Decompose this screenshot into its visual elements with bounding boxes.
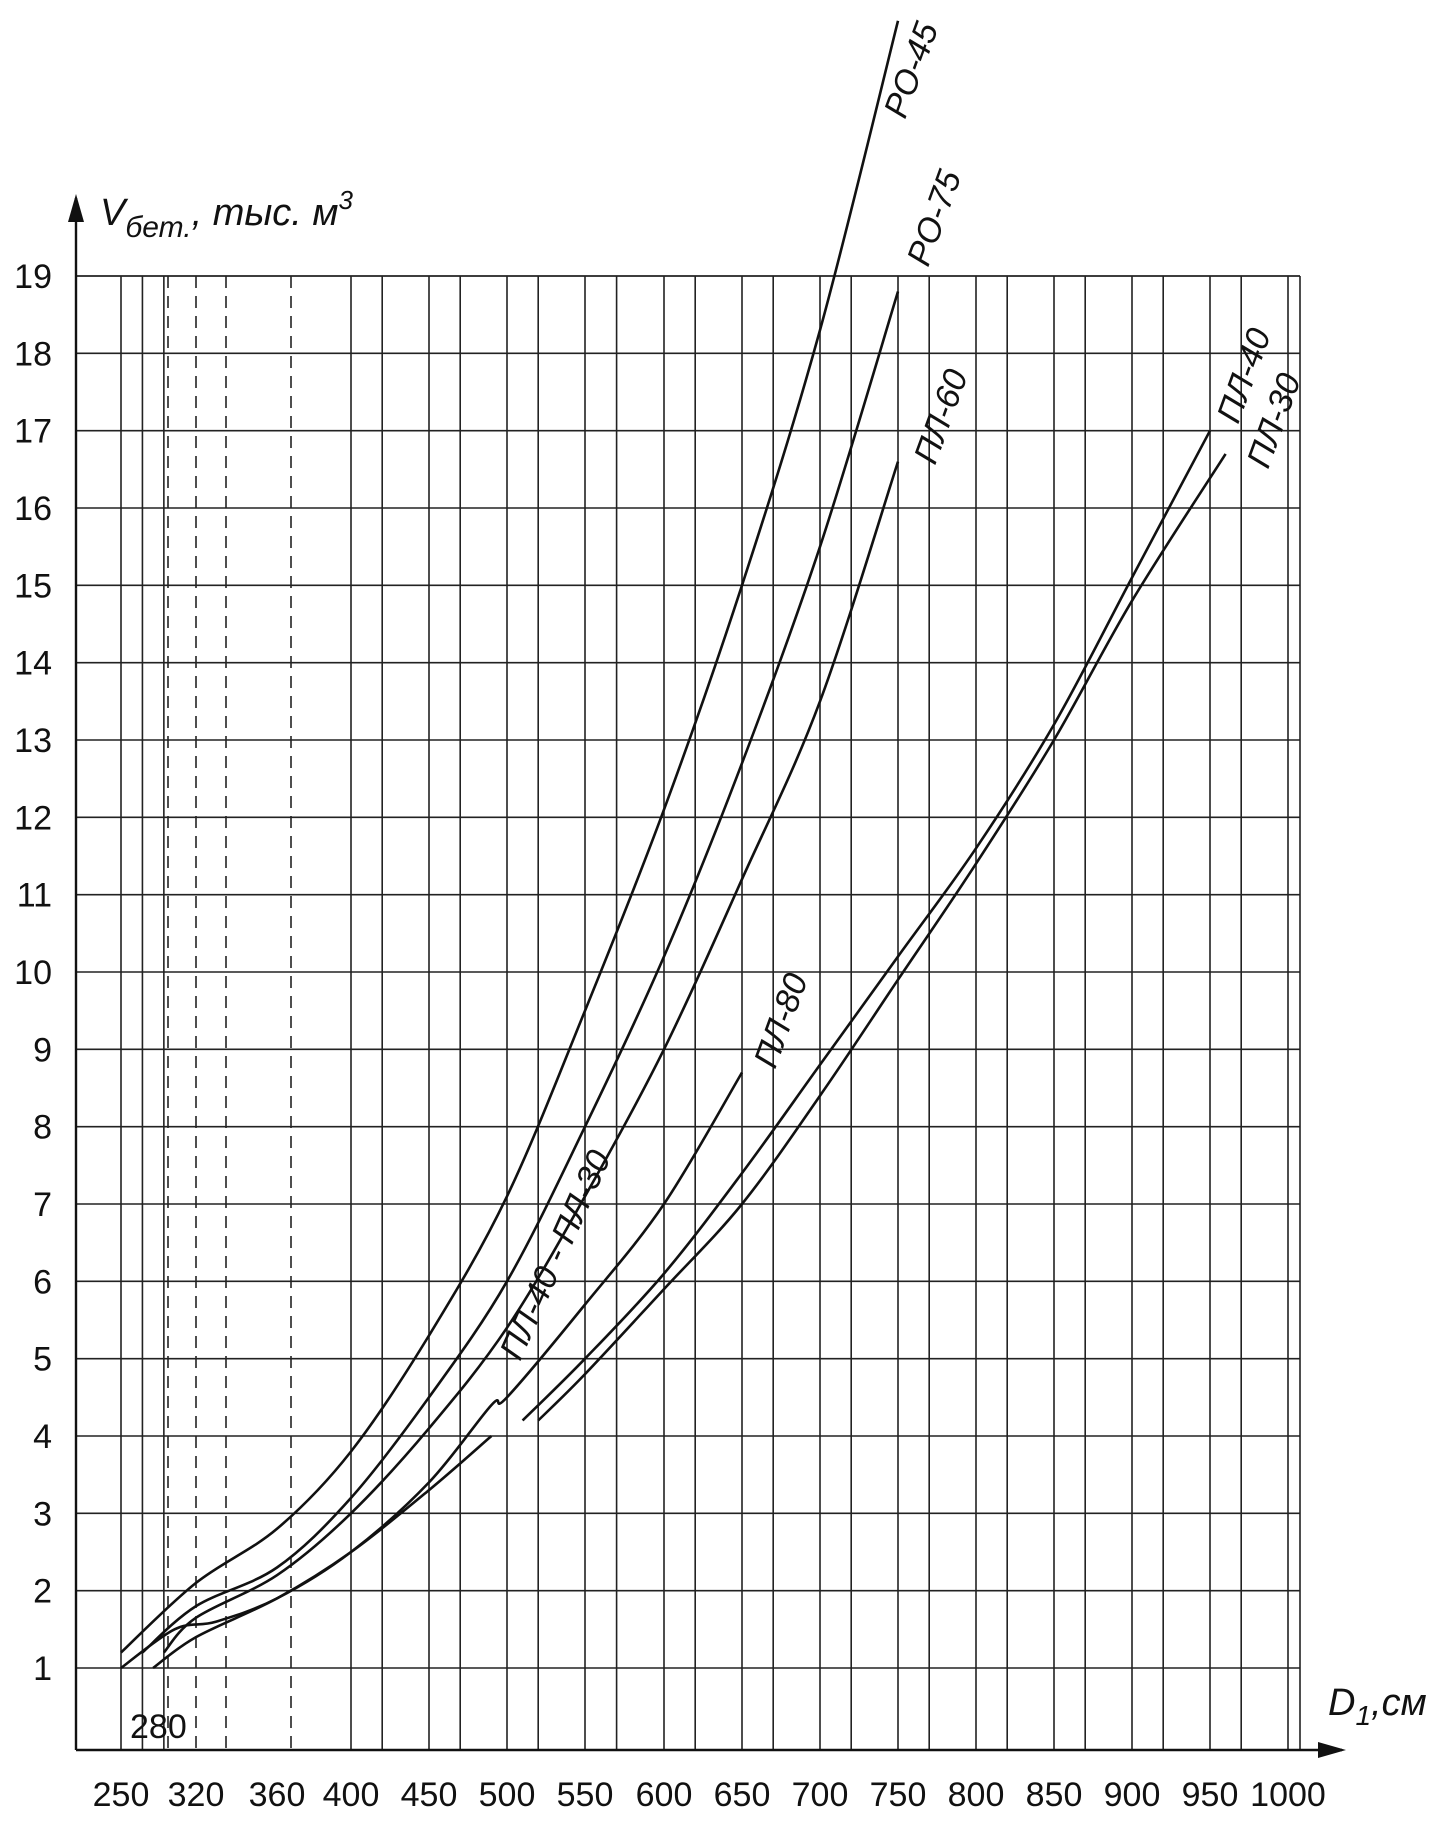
x-tick-label-550: 550: [557, 1776, 614, 1814]
y-tick-label-9: 9: [33, 1031, 52, 1069]
series-label-2: ПЛ-60: [907, 364, 976, 468]
y-axis-label-rest: , тыс. м: [192, 192, 339, 234]
x-tick-label-400: 400: [323, 1776, 380, 1814]
y-tick-label-13: 13: [14, 722, 52, 760]
y-axis-label-sub: бет.: [125, 211, 191, 244]
x-axis-arrow: [1318, 1742, 1346, 1758]
y-tick-label-12: 12: [14, 799, 52, 837]
x-tick-label-900: 900: [1104, 1776, 1161, 1814]
x-tick-label-650: 650: [714, 1776, 771, 1814]
y-tick-label-11: 11: [17, 877, 52, 915]
x-axis-label-sub: 1: [1355, 1700, 1371, 1731]
curves: [120, 20, 1227, 1670]
y-axis-label: Vбет., тыс. м3: [100, 185, 353, 244]
y-tick-label-2: 2: [33, 1573, 52, 1611]
x-tick-label-950: 950: [1182, 1776, 1239, 1814]
x-tick-label-1000: 1000: [1250, 1776, 1326, 1814]
y-tick-label-15: 15: [14, 567, 52, 605]
x-tick-label-600: 600: [636, 1776, 693, 1814]
series-line-2: [162, 461, 900, 1654]
series-line-3: [120, 1071, 744, 1670]
y-tick-label-10: 10: [14, 954, 52, 992]
series-line-4: [152, 1435, 493, 1670]
x-tick-label-500: 500: [479, 1776, 536, 1814]
series-line-0: [120, 20, 900, 1654]
grid: [76, 275, 1301, 1750]
y-tick-label-8: 8: [33, 1109, 52, 1147]
x-tick-label-360: 360: [249, 1776, 306, 1814]
series-line-5: [521, 430, 1212, 1422]
y-tick-label-3: 3: [33, 1495, 52, 1533]
x-axis-label-rest: ,см: [1371, 1682, 1427, 1724]
y-tick-label-18: 18: [14, 335, 52, 373]
y-axis-label-main: V: [100, 192, 129, 234]
series-label-3: ПЛ-40 - ПЛ-30: [493, 1145, 619, 1366]
y-tick-label-6: 6: [33, 1263, 52, 1301]
x-axis-label: D1,см: [1328, 1682, 1427, 1731]
y-tick-label-4: 4: [33, 1418, 52, 1456]
y-tick-label-7: 7: [33, 1186, 52, 1224]
x-tick-label-800: 800: [948, 1776, 1005, 1814]
y-tick-label-1: 1: [33, 1650, 52, 1688]
x-axis-label-main: D: [1328, 1682, 1355, 1724]
series-label-0: РО-45: [877, 17, 946, 122]
extra-x-label-280: 280: [130, 1708, 187, 1746]
series-line-6: [537, 453, 1227, 1422]
y-tick-label-5: 5: [33, 1341, 52, 1379]
x-tick-label-750: 750: [870, 1776, 927, 1814]
x-tick-label-450: 450: [401, 1776, 458, 1814]
x-tick-label-700: 700: [792, 1776, 849, 1814]
series-line-1: [141, 291, 900, 1654]
y-tick-label-19: 19: [14, 258, 52, 296]
y-axis-arrow: [68, 194, 84, 222]
x-tick-label-250: 250: [93, 1776, 150, 1814]
y-tick-label-16: 16: [14, 490, 52, 528]
x-tick-label-320: 320: [168, 1776, 225, 1814]
x-tick-label-850: 850: [1026, 1776, 1083, 1814]
series-label-4: ПЛ-80: [747, 968, 816, 1072]
series-label-1: РО-75: [900, 165, 969, 270]
y-tick-label-17: 17: [14, 413, 52, 451]
y-axis-label-sup: 3: [338, 185, 353, 215]
y-tick-label-14: 14: [14, 645, 52, 683]
